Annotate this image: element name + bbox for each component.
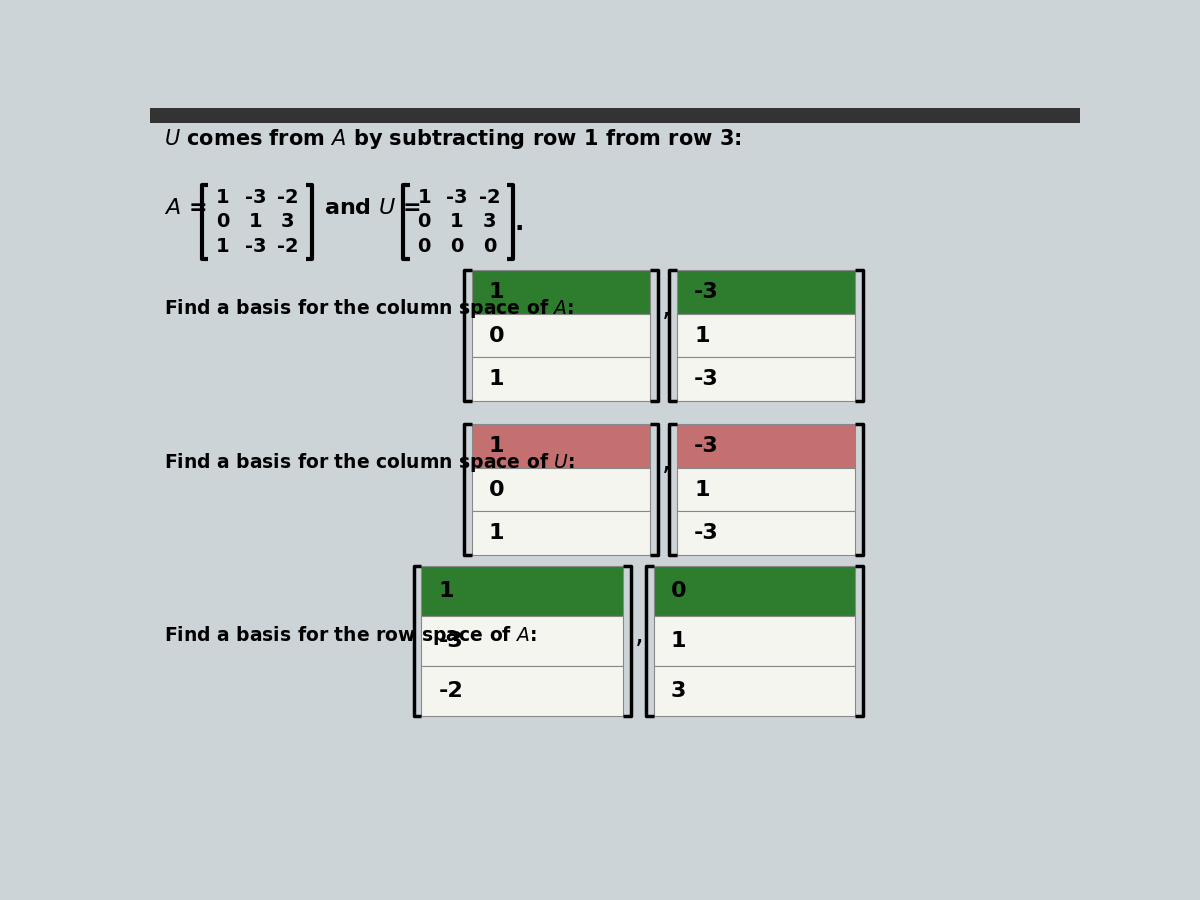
Text: 1: 1: [488, 524, 504, 544]
Bar: [421, 616, 623, 666]
Text: ,: ,: [661, 448, 671, 476]
Bar: [677, 270, 856, 313]
Text: 0: 0: [418, 212, 431, 231]
Text: -2: -2: [277, 188, 299, 207]
Text: 0: 0: [482, 237, 496, 256]
Text: 1: 1: [694, 480, 709, 500]
Text: 1: 1: [450, 212, 463, 231]
Text: 0: 0: [450, 237, 463, 256]
Bar: [421, 566, 623, 617]
Text: -3: -3: [694, 524, 719, 544]
Text: 1: 1: [418, 188, 431, 207]
Bar: [677, 468, 856, 511]
Text: 3: 3: [281, 212, 295, 231]
Text: 0: 0: [216, 212, 229, 231]
Text: $\mathit{A}$ =: $\mathit{A}$ =: [164, 198, 206, 218]
Bar: [654, 566, 856, 617]
Bar: [421, 666, 623, 716]
Text: Find a basis for the row space of $\mathit{A}$:: Find a basis for the row space of $\math…: [164, 624, 536, 647]
Text: -3: -3: [245, 188, 266, 207]
Text: 0: 0: [671, 581, 686, 601]
Text: ,: ,: [661, 294, 671, 322]
Bar: [677, 424, 856, 468]
Text: 1: 1: [488, 282, 504, 302]
Text: 0: 0: [418, 237, 431, 256]
Text: -2: -2: [479, 188, 500, 207]
Bar: [472, 424, 650, 468]
Text: 3: 3: [671, 681, 686, 701]
Text: -3: -3: [438, 631, 463, 652]
Bar: [472, 511, 650, 555]
Bar: [654, 666, 856, 716]
Text: 1: 1: [216, 188, 229, 207]
Bar: [677, 511, 856, 555]
Text: Find a basis for the column space of $\mathit{U}$:: Find a basis for the column space of $\m…: [164, 451, 575, 473]
Text: $\mathit{U}$ comes from $\mathit{A}$ by subtracting row 1 from row 3:: $\mathit{U}$ comes from $\mathit{A}$ by …: [164, 127, 742, 151]
Text: -2: -2: [438, 681, 463, 701]
Bar: [654, 616, 856, 666]
Text: ,: ,: [635, 621, 643, 650]
Text: 1: 1: [694, 326, 709, 346]
Text: 1: 1: [488, 369, 504, 390]
Bar: [472, 270, 650, 313]
Text: 1: 1: [488, 436, 504, 455]
Text: -3: -3: [446, 188, 468, 207]
Bar: [472, 468, 650, 511]
Text: -3: -3: [245, 237, 266, 256]
Bar: [677, 357, 856, 401]
Text: 1: 1: [216, 237, 229, 256]
Text: 0: 0: [488, 480, 504, 500]
Text: .: .: [515, 212, 523, 236]
Text: 3: 3: [482, 212, 496, 231]
Text: 1: 1: [671, 631, 686, 652]
Text: -2: -2: [277, 237, 299, 256]
Bar: [472, 357, 650, 401]
Text: 1: 1: [438, 581, 454, 601]
Text: and $\mathit{U}$ =: and $\mathit{U}$ =: [324, 198, 421, 218]
Text: -3: -3: [694, 282, 719, 302]
Text: Find a basis for the column space of $\mathit{A}$:: Find a basis for the column space of $\m…: [164, 297, 574, 320]
Bar: [677, 313, 856, 357]
Text: -3: -3: [694, 369, 719, 390]
Bar: [472, 313, 650, 357]
Text: 0: 0: [488, 326, 504, 346]
Text: -3: -3: [694, 436, 719, 455]
Text: 1: 1: [248, 212, 262, 231]
Bar: [150, 108, 1080, 123]
